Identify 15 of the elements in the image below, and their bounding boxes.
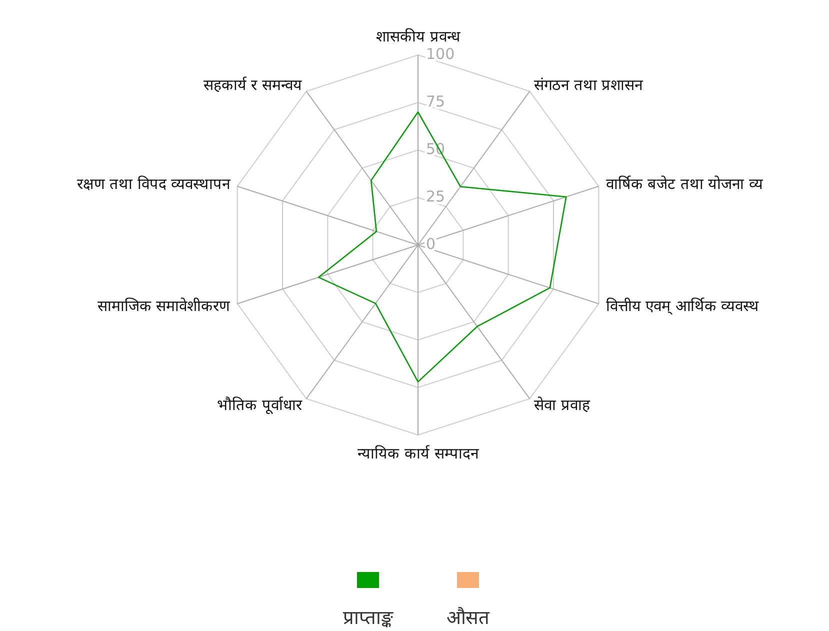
spoke-label: संगठन तथा प्रशासन: [534, 76, 644, 94]
spoke-label: शासकीय प्रवन्ध: [376, 27, 461, 46]
y-tick-label: 75: [426, 92, 446, 110]
y-tick-label: 25: [426, 188, 446, 206]
spoke-label: भौतिक पूर्वाधार: [217, 396, 303, 415]
legend-label: प्राप्ताङ्क: [343, 607, 394, 629]
spoke-label: सेवा प्रवाह: [534, 396, 591, 414]
spoke-label: न्यायिक कार्य सम्पादन: [358, 444, 480, 463]
legend-label: औसत: [446, 606, 490, 629]
spoke-label: सामाजिक समावेशीकरण: [97, 297, 232, 316]
spoke-label: सहकार्य र समन्वय: [203, 76, 302, 94]
spoke-label: वार्षिक बजेट तथा योजना व्य: [606, 174, 764, 193]
spoke-label: वित्तीय एवम् आर्थिक व्यवस्थ: [606, 297, 760, 316]
y-tick-label: 100: [426, 45, 455, 63]
spoke-label: रक्षण तथा विपद व्यवस्थापन: [76, 174, 232, 193]
